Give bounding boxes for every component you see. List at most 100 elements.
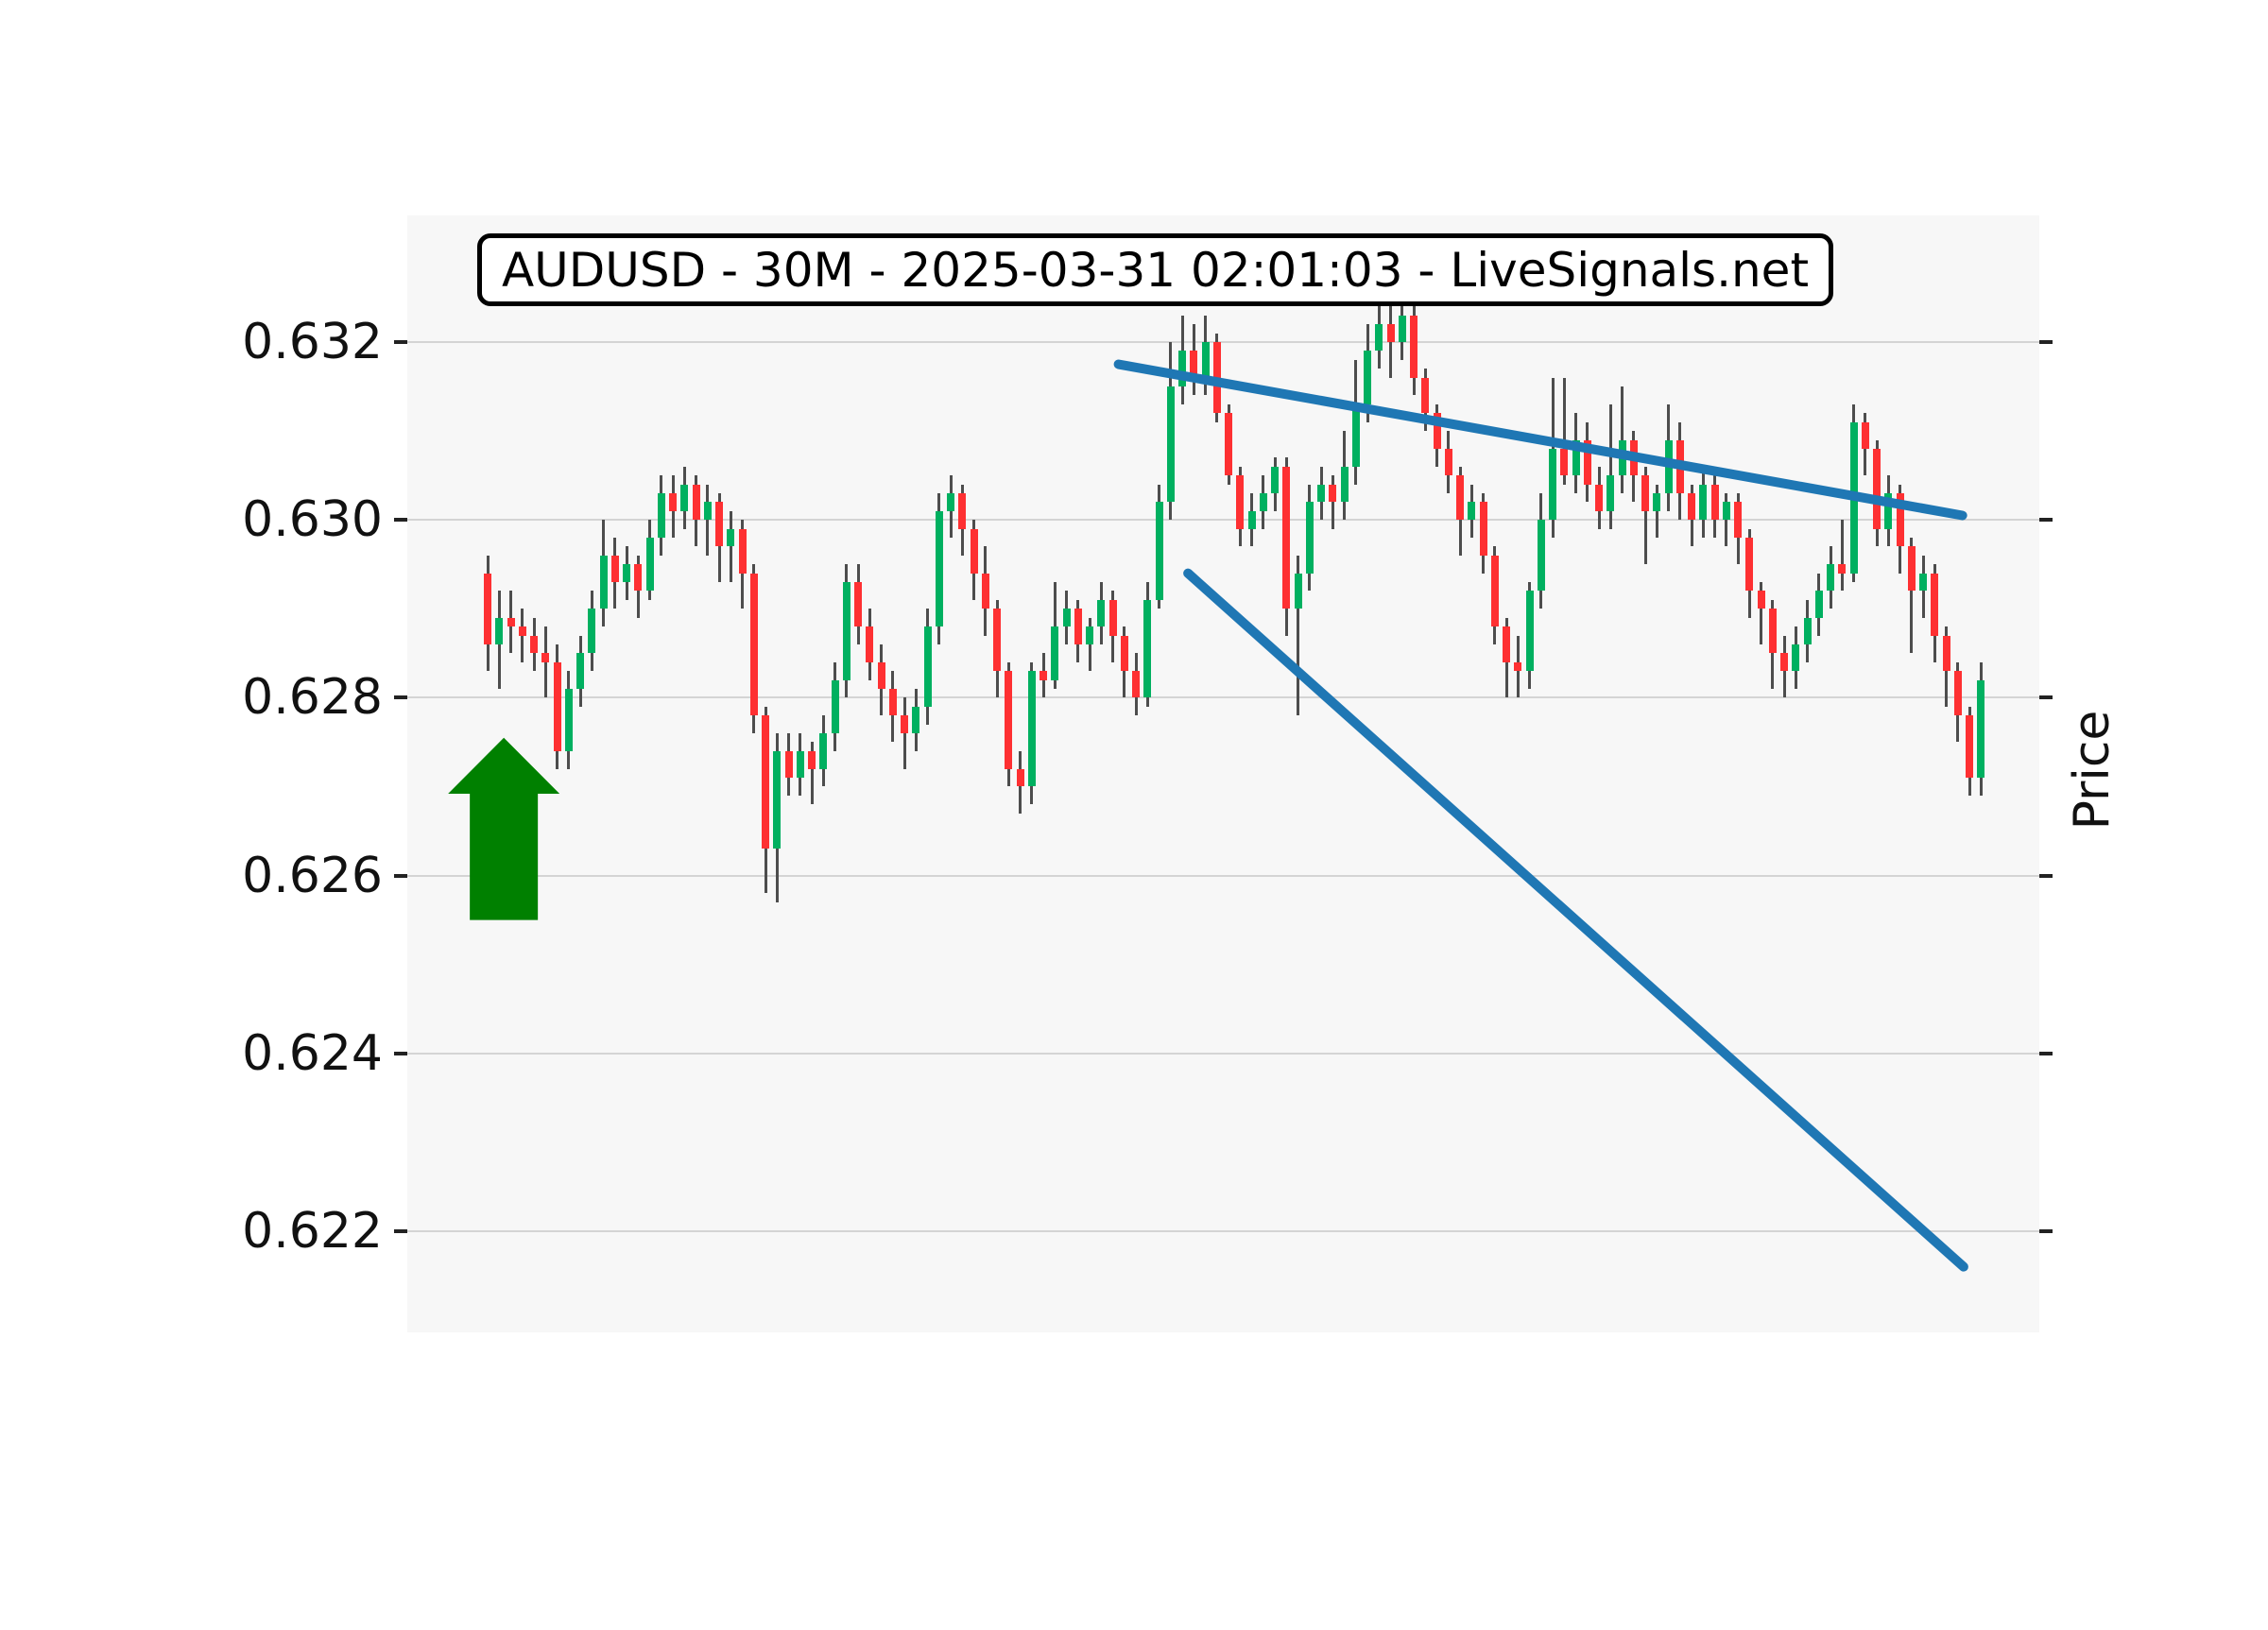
candle-down [1745, 538, 1754, 592]
candle-up [1572, 439, 1580, 476]
candle-down [1282, 466, 1291, 609]
candle-down [1016, 768, 1024, 787]
right-tick-mark [2039, 1229, 2053, 1233]
candle-up [1525, 591, 1534, 672]
candle-up [1305, 502, 1314, 574]
candle-down [1074, 609, 1082, 644]
candle-up [1375, 324, 1383, 352]
gridline-0.622 [407, 1230, 2039, 1232]
candle-up [1259, 492, 1267, 511]
right-tick-mark [2039, 518, 2053, 523]
candle-down [1479, 502, 1487, 556]
candle-down [1838, 564, 1847, 574]
candle-down [1907, 546, 1916, 592]
candle-down [507, 617, 515, 627]
left-tick-mark [394, 1051, 407, 1055]
candle-wick [1608, 403, 1612, 529]
candle-up [1178, 351, 1186, 387]
candle-down [1710, 484, 1719, 521]
candle-down [1514, 661, 1522, 672]
candle-up [1351, 403, 1360, 467]
gridline-0.628 [407, 696, 2039, 699]
candle-up [1468, 502, 1476, 521]
candle-down [901, 715, 908, 734]
candle-up [773, 750, 782, 849]
candle-up [623, 564, 630, 583]
right-tick-mark [2039, 340, 2053, 344]
candle-up [1606, 475, 1615, 511]
candle-down [715, 502, 723, 547]
candle-up [1814, 591, 1823, 618]
right-tick-mark [2039, 873, 2053, 878]
candle-up [1977, 679, 1985, 779]
candle-up [1537, 520, 1545, 592]
candle-down [970, 528, 978, 574]
candle-up [1653, 492, 1661, 511]
candle-down [1410, 315, 1418, 378]
candle-down [1595, 484, 1603, 511]
candle-down [1560, 448, 1569, 476]
candle-down [1120, 635, 1128, 672]
left-tick-mark [394, 518, 407, 523]
candle-up [1051, 626, 1059, 680]
candle-down [1896, 492, 1904, 547]
candle-down [958, 492, 967, 529]
candle-up [1364, 351, 1371, 404]
candle-down [1757, 591, 1765, 609]
candle-down [1768, 609, 1777, 654]
gridline-0.626 [407, 874, 2039, 877]
candle-down [1132, 671, 1140, 698]
candle-up [831, 679, 839, 734]
y-tick-label-0.626: 0.626 [242, 847, 383, 904]
candle-down [749, 573, 758, 716]
candle-wick [1840, 520, 1844, 592]
candle-up [1155, 502, 1163, 600]
candle-up [1317, 484, 1325, 503]
candle-down [1329, 484, 1337, 503]
candle-wick [1562, 377, 1566, 485]
candle-up [727, 528, 735, 547]
y-tick-label-0.622: 0.622 [242, 1203, 383, 1260]
candle-down [1953, 671, 1962, 716]
y-tick-label-0.624: 0.624 [242, 1024, 383, 1082]
candle-up [1247, 510, 1256, 529]
candle-wick [1331, 475, 1334, 529]
candle-down [1456, 475, 1464, 521]
candle-down [610, 555, 619, 583]
candle-up [599, 555, 608, 609]
candle-wick [1760, 582, 1762, 644]
candle-up [645, 538, 654, 592]
right-tick-mark [2039, 1051, 2053, 1055]
candle-down [669, 492, 677, 511]
candle-down [1225, 413, 1232, 476]
candle-up [1699, 484, 1708, 521]
candle-up [912, 706, 920, 734]
candle-down [1444, 448, 1452, 476]
y-tick-label-0.630: 0.630 [242, 491, 383, 549]
candle-down [784, 750, 793, 779]
candle-down [866, 626, 874, 662]
candle-up [819, 733, 828, 769]
candle-up [680, 484, 689, 511]
candle-up [1722, 502, 1730, 521]
candle-down [1421, 377, 1430, 414]
candle-down [1583, 439, 1591, 485]
up-arrow-icon [448, 737, 560, 920]
candle-up [1027, 671, 1036, 787]
candle-down [1040, 671, 1047, 680]
candle-down [1734, 502, 1742, 538]
candle-up [1827, 564, 1834, 592]
candle-up [1294, 573, 1302, 609]
candle-down [1966, 715, 1973, 779]
candle-down [1688, 492, 1695, 521]
candle-up [1549, 448, 1556, 521]
candle-down [541, 653, 550, 662]
candle-down [1780, 653, 1788, 672]
candle-up [495, 617, 504, 644]
y-axis-label: Price [2064, 710, 2121, 831]
candle-up [588, 609, 596, 654]
candle-up [1919, 573, 1927, 592]
candle-down [981, 573, 989, 609]
annotations-overlay [448, 359, 1968, 1272]
lower-trendline [1183, 568, 1968, 1272]
